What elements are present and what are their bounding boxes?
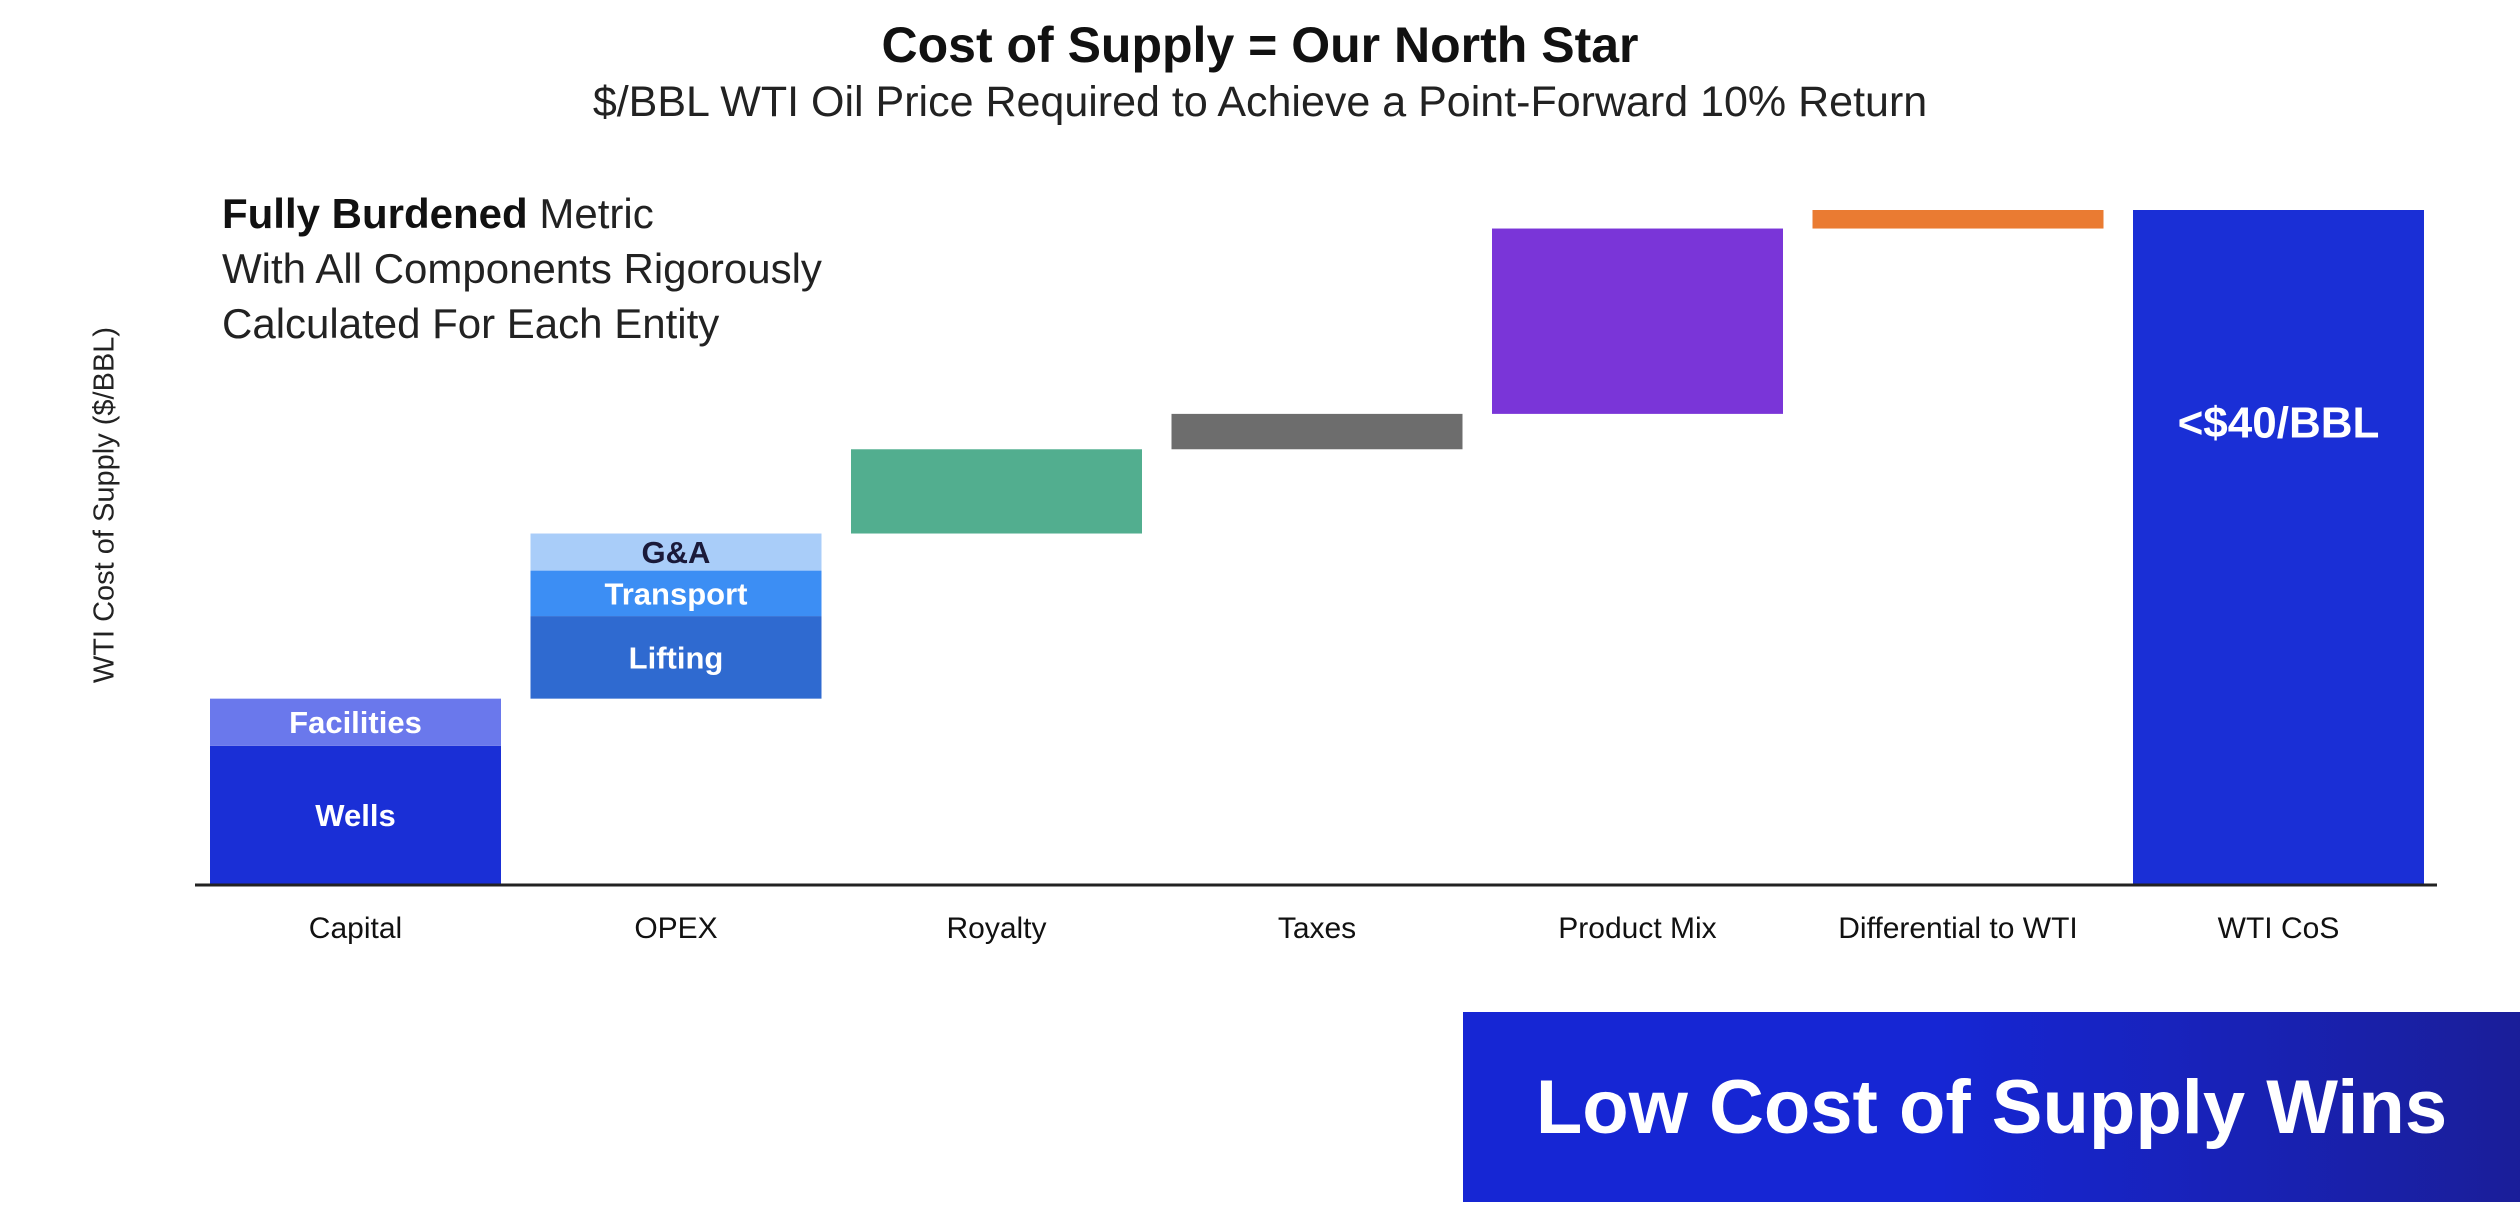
x-tick-label-opex: OPEX [634, 912, 717, 945]
bar-segment-opex-g-a [530, 533, 822, 571]
bar-segment-wti-cos-40-bbl [2133, 210, 2424, 884]
x-tick-label-capital: Capital [309, 912, 402, 945]
chart-title: Cost of Supply = Our North Star [881, 17, 1639, 73]
banner: Low Cost of Supply Wins [1463, 1012, 2520, 1202]
data-label-wells: Wells [315, 798, 395, 833]
data-label-lifting: Lifting [629, 640, 724, 675]
data-label-transport: Transport [605, 576, 748, 611]
banner-text: Low Cost of Supply Wins [1535, 1064, 2448, 1150]
x-tick-label-wti-cos: WTI CoS [2218, 912, 2340, 945]
x-tick-label-royalty: Royalty [946, 912, 1046, 945]
note-line-1: Fully Burdened Metric [222, 186, 822, 241]
data-label-g-a: G&A [642, 535, 711, 570]
chart-subtitle: $/BBL WTI Oil Price Required to Achieve … [592, 78, 1928, 126]
bar-segment-capital-facilities [210, 698, 501, 746]
x-tick-label-taxes: Taxes [1278, 912, 1356, 945]
bar-segment-royalty [851, 449, 1142, 534]
note-bold-text: Fully Burdened [222, 190, 528, 237]
bar-segment-capital-wells [210, 745, 501, 884]
bar-segment-differential-to-wti [1812, 210, 2104, 229]
bar-segment-opex-transport [530, 570, 822, 617]
bar-segment-taxes [1171, 413, 1463, 450]
annotation-note: Fully Burdened Metric With All Component… [222, 186, 822, 351]
bar-segment-opex-lifting [530, 616, 822, 699]
note-line-1-rest: Metric [527, 190, 654, 237]
note-line-3: Calculated For Each Entity [222, 300, 720, 347]
note-line-2: With All Components Rigorously [222, 245, 822, 292]
bar-segment-product-mix [1492, 228, 1783, 414]
data-label-40-bbl: <$40/BBL [2178, 398, 2380, 447]
x-tick-label-product-mix: Product Mix [1558, 912, 1716, 945]
data-label-facilities: Facilities [289, 705, 422, 740]
x-tick-label-differential-to-wti: Differential to WTI [1838, 912, 2078, 945]
